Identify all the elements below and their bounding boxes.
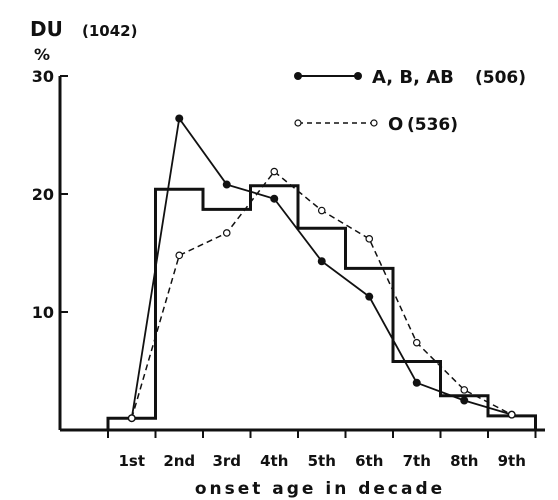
series-0-point-1 [175, 114, 184, 123]
x-tick-label-0: 1st [118, 452, 145, 470]
legend-label-o: O [388, 114, 403, 135]
x-tick-label-1: 2nd [163, 452, 195, 470]
series-0-point-5 [365, 292, 374, 301]
x-tick-label-5: 6th [355, 452, 383, 470]
series-0-point-7 [460, 396, 469, 405]
x-tick-label-3: 4th [260, 452, 288, 470]
legend-marker-o [294, 119, 302, 127]
series-0-point-6 [412, 378, 421, 387]
legend-item-abab: A, B, AB (506) [294, 67, 526, 88]
series-1-point-6 [412, 338, 421, 347]
series-layer [127, 114, 516, 423]
series-1-point-3 [270, 167, 279, 176]
y-tick-label-0: 10 [32, 303, 54, 322]
series-0-point-3 [270, 194, 279, 203]
histogram [106, 184, 537, 430]
axes: 10 20 30 1st 2nd 3rd 4th 5th 6th 7th 8th 9th [32, 67, 545, 470]
series-0-point-2 [222, 180, 231, 189]
series-1-point-4 [317, 206, 326, 215]
chart-title-count: (1042) [82, 22, 137, 40]
y-axis-label: % [34, 45, 50, 64]
chart-title: DU [30, 17, 63, 41]
series-1-point-8 [507, 410, 516, 419]
x-tick-label-8: 9th [498, 452, 526, 470]
series-1-point-5 [365, 235, 374, 243]
legend-count-o: (536) [407, 115, 458, 135]
legend-count-abab: (506) [475, 68, 526, 88]
x-tick-label-7: 8th [450, 452, 478, 470]
x-axis-label: onset age in decade [195, 479, 445, 499]
series-1-point-2 [222, 229, 231, 237]
y-tick-label-1: 20 [32, 185, 54, 204]
x-tick-label-6: 7th [403, 452, 431, 470]
series-line-0 [130, 116, 513, 419]
legend-item-o: O (536) [294, 114, 458, 135]
legend-label-abab: A, B, AB [372, 67, 454, 88]
series-1-point-0 [127, 414, 136, 423]
legend-marker-abab [294, 72, 302, 80]
series-1-point-1 [175, 251, 184, 260]
series-0-point-4 [317, 257, 326, 266]
legend-marker-o-end [370, 119, 378, 127]
series-1-point-7 [460, 386, 469, 394]
x-tick-label-4: 5th [308, 452, 336, 470]
legend-marker-abab-end [354, 72, 362, 80]
legend: A, B, AB (506) O (536) [294, 67, 526, 135]
x-tick-label-2: 3rd [212, 452, 241, 470]
y-tick-label-2: 30 [32, 67, 54, 86]
histogram-outline [106, 184, 537, 430]
